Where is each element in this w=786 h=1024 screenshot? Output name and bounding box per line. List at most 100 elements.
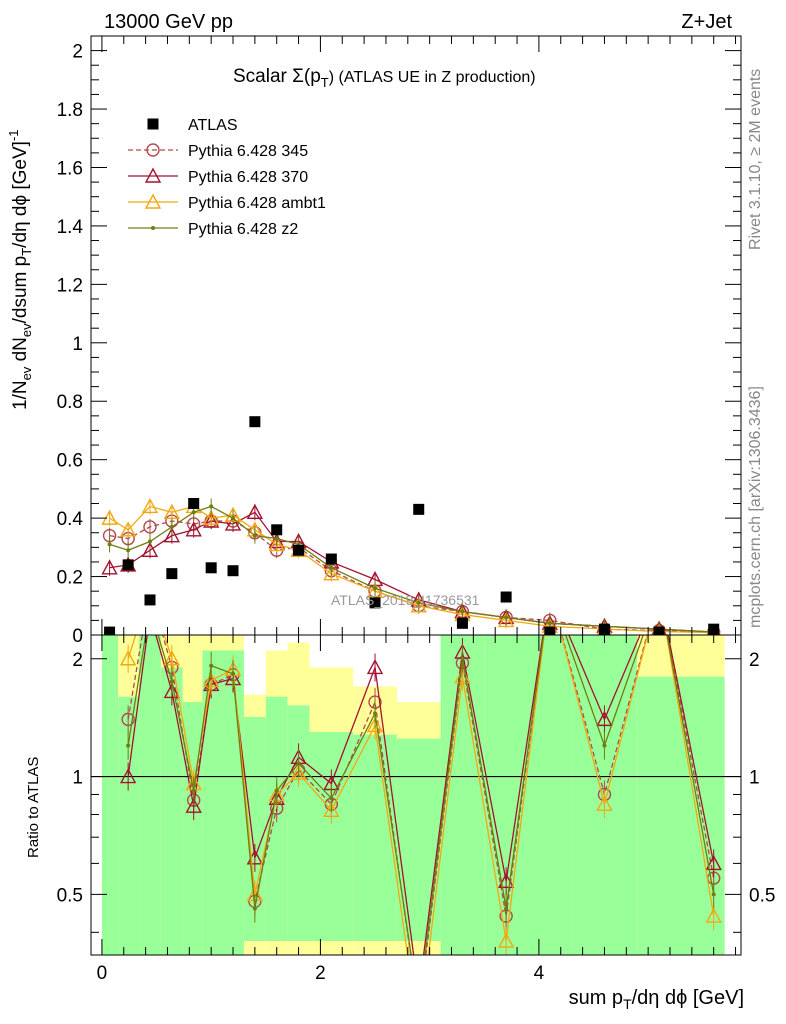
- ratio-band-inner: [101, 635, 119, 955]
- ratio-band-inner: [287, 705, 310, 942]
- ratio-ylabel: Ratio to ATLAS: [25, 757, 42, 858]
- axes: 0 0.2 0.4 0.6 0.8 1 1.2 1.4 1.6 1.8 2 0 2 4 0.5 0.5 1 1 2 2: [57, 36, 775, 984]
- data-point: [497, 611, 515, 628]
- series-pythia-6-428-345: [102, 513, 721, 635]
- data-point: [271, 524, 283, 536]
- series-pythia-6-428-ambt1: [101, 497, 720, 635]
- data-point: [169, 524, 174, 529]
- data-point: [652, 583, 666, 596]
- data-point: [366, 717, 384, 733]
- data-point: [249, 416, 261, 428]
- data-point: [227, 565, 239, 577]
- data-point: [329, 796, 334, 801]
- ratio-band-inner: [353, 734, 397, 942]
- data-point: [246, 503, 264, 519]
- data-point: [141, 541, 159, 557]
- ratio-y-tick-label: 1: [749, 768, 760, 789]
- data-point: [205, 562, 217, 574]
- ratio-band-inner: [118, 696, 140, 955]
- data-point: [653, 626, 665, 635]
- data-point: [413, 1006, 425, 1018]
- data-point: [500, 591, 512, 603]
- data-point: [144, 193, 162, 209]
- data-point: [293, 544, 305, 556]
- data-point: [497, 932, 515, 948]
- data-point: [416, 600, 421, 605]
- rivet-label: Rivet 3.1.10, ≥ 2M events: [747, 69, 764, 250]
- header-right: Z+Jet: [681, 11, 732, 33]
- data-point: [191, 510, 196, 515]
- data-point: [143, 607, 157, 620]
- data-point: [268, 535, 285, 552]
- data-point: [126, 743, 131, 748]
- data-point: [121, 712, 135, 727]
- data-point: [274, 788, 279, 793]
- series-line: [109, 511, 714, 633]
- data-point: [504, 906, 509, 911]
- data-point: [209, 504, 214, 509]
- data-point: [144, 594, 156, 606]
- data-point: [185, 521, 202, 537]
- ratio-y-tick-label: 2: [749, 650, 760, 671]
- data-point: [146, 143, 160, 157]
- legend-item: Pythia 6.428 345: [128, 143, 308, 160]
- header-left: 13000 GeV pp: [104, 11, 233, 33]
- data-point: [163, 527, 181, 543]
- data-point: [147, 118, 159, 130]
- ratio-band-inner: [202, 650, 223, 955]
- data-point: [460, 609, 465, 614]
- x-tick-label: 2: [315, 963, 326, 984]
- data-point: [456, 617, 468, 629]
- data-point: [144, 584, 156, 596]
- data-point: [323, 565, 340, 581]
- data-point: [413, 503, 425, 515]
- legend-label: Pythia 6.428 z2: [188, 221, 298, 238]
- data-point: [209, 663, 214, 668]
- series-line: [109, 520, 714, 633]
- ratio-plot-area: [91, 583, 741, 1018]
- legend: ATLAS Pythia 6.428 345 Pythia 6.428 370 Pyt…: [128, 117, 326, 238]
- data-point: [290, 764, 307, 780]
- data-point: [169, 679, 174, 684]
- main-plot-area: [101, 416, 721, 635]
- ratio-y-tick-label: 0.5: [57, 885, 83, 906]
- data-point: [596, 710, 613, 727]
- data-point: [166, 568, 178, 580]
- ratio-series-line: [127, 635, 715, 955]
- data-point: [144, 167, 162, 183]
- ratio-uncertainty-bands: [101, 635, 725, 955]
- legend-label: ATLAS: [188, 117, 238, 134]
- data-point: [163, 503, 181, 519]
- data-point: [543, 583, 557, 596]
- data-point: [705, 854, 722, 871]
- ratio-series-pythia-6-428-z2: [126, 606, 716, 955]
- data-point: [148, 606, 152, 610]
- data-point: [252, 533, 257, 538]
- legend-item: Pythia 6.428 z2: [128, 221, 298, 238]
- ratio-band-inner: [160, 667, 183, 955]
- data-point: [188, 498, 200, 510]
- ratio-plot-frame: [90, 634, 742, 956]
- data-point: [274, 536, 279, 541]
- y-tick-label: 1.4: [57, 217, 84, 238]
- data-point: [705, 907, 722, 923]
- ratio-band-inner: [243, 716, 266, 942]
- data-point: [151, 226, 155, 230]
- data-point: [143, 520, 157, 534]
- x-axis-label: sum pT/dη dϕ [GeV]: [569, 987, 744, 1012]
- legend-item: Pythia 6.428 370: [128, 167, 308, 186]
- data-point: [119, 650, 137, 666]
- data-point: [231, 671, 236, 676]
- data-point: [185, 797, 202, 813]
- plot-title: Scalar Σ(pT) (ATLAS UE in Z production): [233, 66, 536, 90]
- data-point: [202, 512, 220, 528]
- data-point: [366, 658, 384, 675]
- ratio-band-inner: [309, 731, 354, 942]
- ratio-series-line: [127, 635, 715, 955]
- y-tick-label: 1.8: [57, 100, 83, 121]
- data-point: [252, 906, 257, 911]
- y-tick-label: 2: [72, 42, 83, 63]
- data-point: [202, 672, 220, 688]
- legend-label: Pythia 6.428 ambt1: [188, 195, 326, 212]
